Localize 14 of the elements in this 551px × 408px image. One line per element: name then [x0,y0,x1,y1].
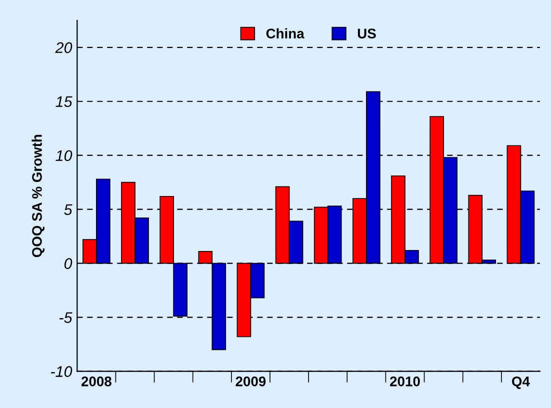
y-tick-label: 5 [64,204,72,216]
x-tick-label: 2009 [236,376,266,386]
legend-label: US [358,28,376,38]
x-tick-label: Q4 [512,376,530,389]
y-tick-label: 15 [56,96,72,108]
y-tick-label: 20 [55,42,72,54]
y-tick-label: -5 [59,312,72,323]
y-tick-label: 10 [56,150,72,162]
x-tick-label: 2010 [390,376,420,386]
legend-label: China [266,28,304,38]
y-axis-title: QOQ SA % Growth [32,134,44,258]
x-tick-label: 2008 [81,376,112,386]
y-tick-label: 0 [64,258,72,270]
y-tick-label: -10 [50,366,72,377]
